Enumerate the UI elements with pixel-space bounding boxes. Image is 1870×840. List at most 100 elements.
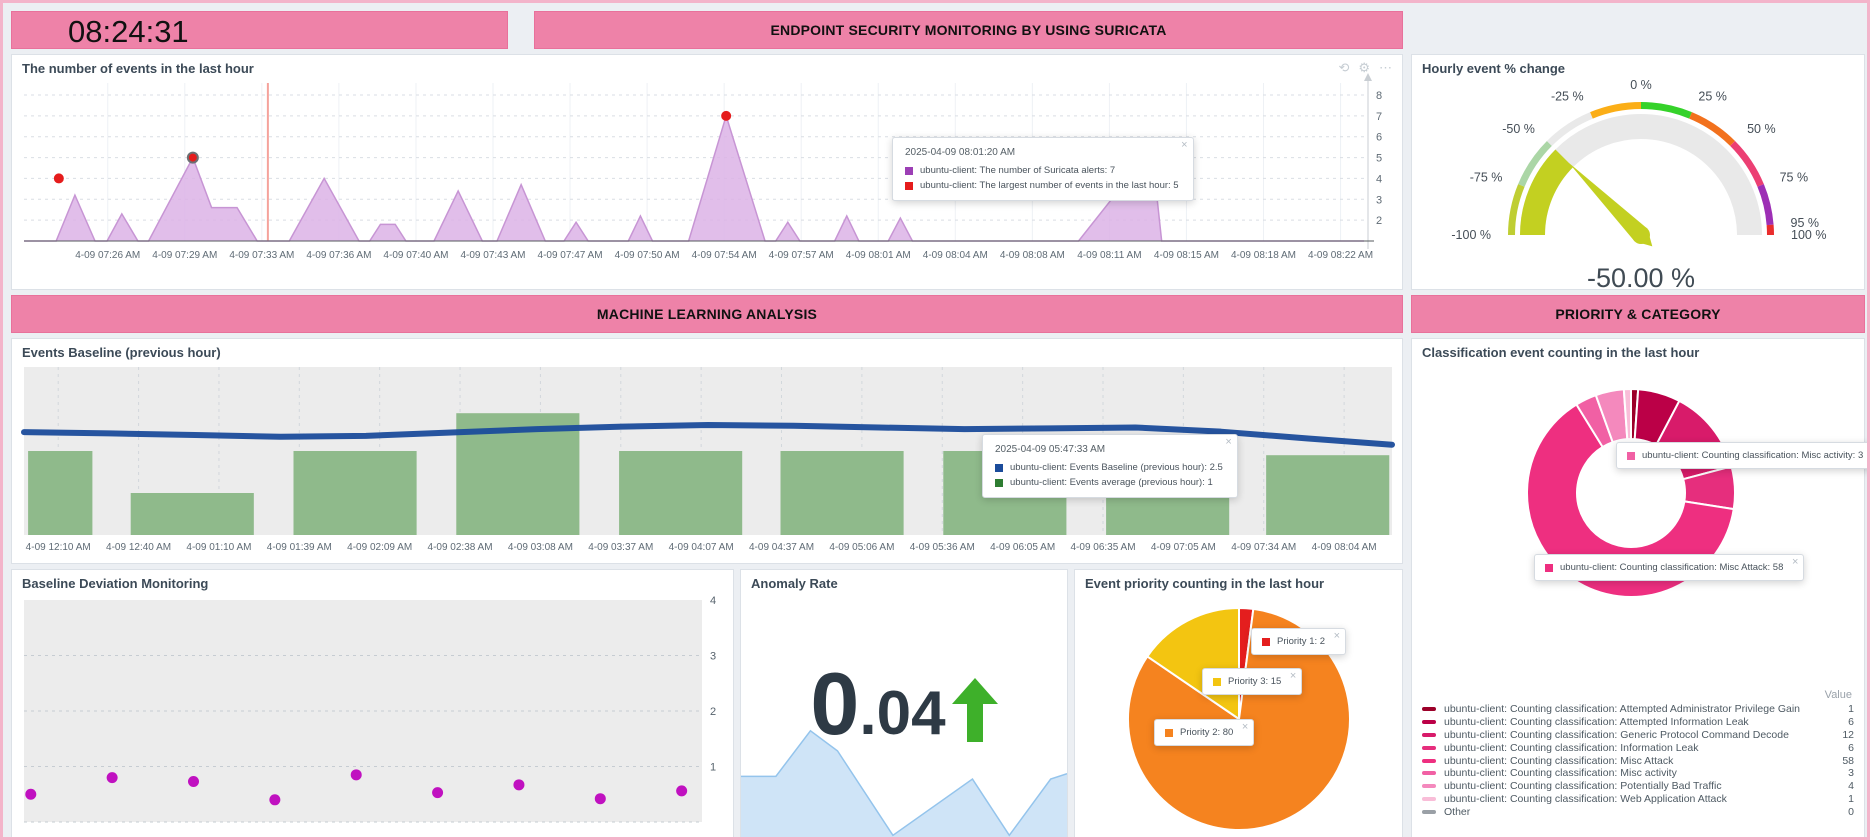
svg-text:2: 2 <box>710 706 716 718</box>
classification-donut-chart[interactable] <box>1412 339 1864 687</box>
close-icon[interactable]: × <box>1241 721 1249 733</box>
legend-value: 3 <box>1848 767 1854 780</box>
legend-item[interactable]: ubuntu-client: Counting classification: … <box>1422 767 1854 780</box>
close-icon[interactable]: × <box>1791 556 1799 568</box>
svg-text:4-09 07:57 AM: 4-09 07:57 AM <box>769 250 834 261</box>
pie-slice[interactable] <box>1526 403 1735 598</box>
legend-item[interactable]: ubuntu-client: Counting classification: … <box>1422 716 1854 729</box>
legend-item[interactable]: ubuntu-client: Counting classification: … <box>1422 741 1854 754</box>
svg-text:4-09 07:43 AM: 4-09 07:43 AM <box>460 250 525 261</box>
tooltip-row: ubuntu-client: The largest number of eve… <box>905 180 1179 191</box>
events-chart[interactable]: 4-09 07:26 AM 4-09 07:29 AM 4-09 07:33 AM 4… <box>12 55 1402 289</box>
svg-text:-25 %: -25 % <box>1551 89 1584 103</box>
series-swatch-icon <box>995 463 1003 472</box>
series-swatch-icon <box>1213 677 1221 686</box>
panel-baseline: Events Baseline (previous hour) 4-09 12:… <box>11 338 1403 564</box>
legend-swatch-icon <box>1422 720 1436 725</box>
legend-value: 1 <box>1848 792 1854 805</box>
legend-label: Other <box>1444 805 1471 818</box>
anomaly-value-int: 0 <box>810 654 860 753</box>
section-title-pc: PRIORITY & CATEGORY <box>1555 306 1721 322</box>
svg-text:4-09 06:05 AM: 4-09 06:05 AM <box>990 542 1055 553</box>
legend-label: ubuntu-client: Counting classification: … <box>1444 754 1674 767</box>
svg-text:4-09 08:01 AM: 4-09 08:01 AM <box>846 250 911 261</box>
close-icon[interactable]: × <box>1333 630 1341 642</box>
svg-text:4-09 02:09 AM: 4-09 02:09 AM <box>347 542 412 553</box>
history-icon[interactable]: ⟲ <box>1338 60 1350 75</box>
legend-swatch-icon <box>1422 796 1436 801</box>
legend-item[interactable]: ubuntu-client: Counting classification: … <box>1422 729 1854 742</box>
legend-item[interactable]: ubuntu-client: Counting classification: … <box>1422 754 1854 767</box>
anomaly-value: 0.04 <box>741 654 1067 753</box>
legend-value: 58 <box>1842 754 1854 767</box>
svg-text:4-09 07:26 AM: 4-09 07:26 AM <box>75 250 140 261</box>
close-icon[interactable]: × <box>1289 670 1297 682</box>
chart-tooltip: × Priority 2: 80 <box>1154 719 1255 746</box>
legend-value: 6 <box>1848 716 1854 729</box>
svg-text:-75 %: -75 % <box>1470 171 1503 185</box>
gear-icon[interactable]: ⚙ <box>1358 60 1370 75</box>
legend-label: ubuntu-client: Counting classification: … <box>1444 703 1801 716</box>
svg-text:8: 8 <box>1376 90 1382 102</box>
svg-text:4-09 07:54 AM: 4-09 07:54 AM <box>692 250 757 261</box>
svg-text:0 %: 0 % <box>1630 78 1652 92</box>
svg-text:4-09 01:39 AM: 4-09 01:39 AM <box>267 542 332 553</box>
svg-text:4-09 04:37 AM: 4-09 04:37 AM <box>749 542 814 553</box>
trend-up-arrow-icon <box>951 677 998 742</box>
panel-scatter: Baseline Deviation Monitoring 4 3 2 1 <box>11 569 734 838</box>
svg-text:4-09 08:15 AM: 4-09 08:15 AM <box>1154 250 1219 261</box>
series-swatch-icon <box>905 181 913 190</box>
chart-tooltip: × Priority 3: 15 <box>1202 668 1303 695</box>
chart-tooltip: × ubuntu-client: Counting classification:… <box>1534 554 1805 581</box>
section-title-ml: MACHINE LEARNING ANALYSIS <box>596 306 818 322</box>
panel-title-events: The number of events in the last hour <box>22 61 254 76</box>
svg-text:4-09 04:07 AM: 4-09 04:07 AM <box>669 542 734 553</box>
clock-panel: 08:24:31 <box>11 11 508 49</box>
svg-text:-50 %: -50 % <box>1502 122 1535 136</box>
panel-gauge: Hourly event % change -100 % -75 % -50 % -2… <box>1411 54 1865 290</box>
classification-legend: Value ubuntu-client: Counting classificat… <box>1422 689 1854 818</box>
panel-priority: Event priority counting in the last hour… <box>1074 569 1403 838</box>
gauge-chart[interactable]: -100 % -75 % -50 % -25 % 0 % 25 % 50 % 75 % 95 %… <box>1412 55 1864 289</box>
svg-text:4: 4 <box>1376 173 1382 185</box>
svg-text:4-09 07:47 AM: 4-09 07:47 AM <box>538 250 603 261</box>
panel-actions: ⟲ ⚙ ⋯ <box>1338 60 1392 76</box>
svg-text:7: 7 <box>1376 111 1382 123</box>
svg-text:-50.00 %: -50.00 % <box>1587 263 1695 289</box>
close-icon[interactable]: × <box>1225 436 1232 448</box>
ellipsis-icon[interactable]: ⋯ <box>1379 60 1392 75</box>
legend-item[interactable]: ubuntu-client: Counting classification: … <box>1422 703 1854 716</box>
tooltip-row: Priority 1: 2 <box>1262 636 1325 647</box>
svg-text:3: 3 <box>710 651 716 663</box>
legend-item[interactable]: ubuntu-client: Counting classification: … <box>1422 780 1854 793</box>
legend-value: 1 <box>1848 703 1854 716</box>
svg-text:4-09 02:38 AM: 4-09 02:38 AM <box>428 542 493 553</box>
close-icon[interactable]: × <box>1181 139 1188 151</box>
svg-text:4-09 07:34 AM: 4-09 07:34 AM <box>1231 542 1296 553</box>
legend-item[interactable]: Other 0 <box>1422 805 1854 818</box>
legend-item[interactable]: ubuntu-client: Counting classification: … <box>1422 793 1854 806</box>
legend-value: 12 <box>1842 728 1854 741</box>
banner-panel: ENDPOINT SECURITY MONITORING BY USING SU… <box>534 11 1403 49</box>
svg-text:2: 2 <box>1376 215 1382 227</box>
section-header-pc: PRIORITY & CATEGORY <box>1411 295 1865 333</box>
deviation-scatter-chart[interactable]: 4 3 2 1 <box>12 570 733 838</box>
svg-text:4-09 03:37 AM: 4-09 03:37 AM <box>588 542 653 553</box>
svg-text:95 %: 95 % <box>1791 216 1820 230</box>
svg-text:6: 6 <box>1376 132 1382 144</box>
series-swatch-icon <box>1627 451 1635 460</box>
svg-text:4-09 07:33 AM: 4-09 07:33 AM <box>229 250 294 261</box>
svg-text:50 %: 50 % <box>1747 122 1776 136</box>
tooltip-row: ubuntu-client: Counting classification: … <box>1627 450 1863 461</box>
legend-value: 0 <box>1848 805 1854 818</box>
legend-value-header: Value <box>1824 689 1852 701</box>
panel-classification: Classification event counting in the las… <box>1411 338 1867 837</box>
priority-pie-chart[interactable] <box>1075 570 1402 838</box>
svg-text:5: 5 <box>1376 153 1382 165</box>
legend-label: ubuntu-client: Counting classification: … <box>1444 741 1699 754</box>
pie-slice[interactable] <box>1622 388 1632 441</box>
legend-swatch-icon <box>1422 745 1436 750</box>
panel-title-scatter: Baseline Deviation Monitoring <box>22 576 209 591</box>
svg-text:75 %: 75 % <box>1780 171 1809 185</box>
legend-label: ubuntu-client: Counting classification: … <box>1444 792 1727 805</box>
